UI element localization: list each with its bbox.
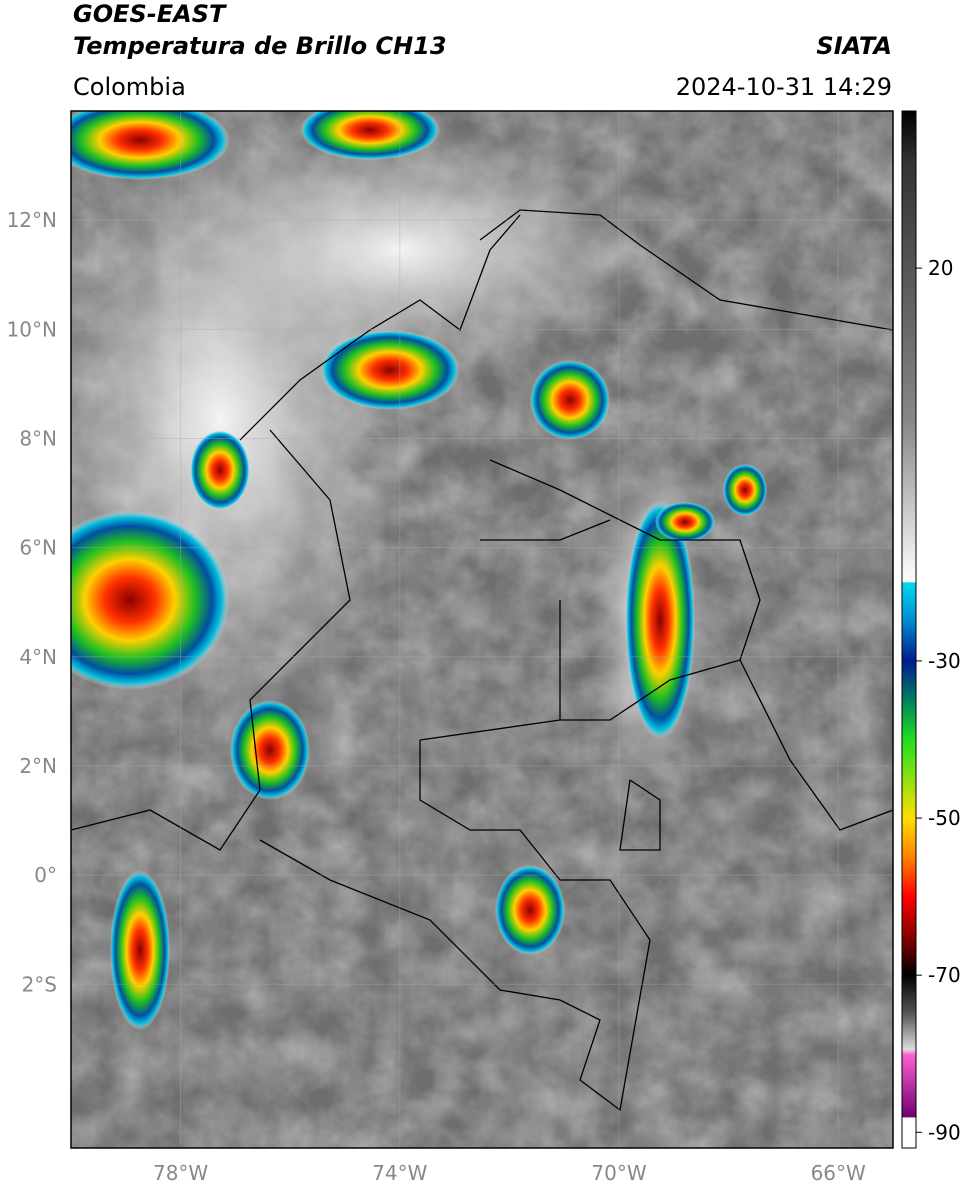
map-frame — [70, 110, 894, 1149]
y-tick-label: 10°N — [7, 317, 57, 341]
datetime: 2024-10-31 14:29 — [676, 73, 892, 101]
product: Temperatura de Brillo CH13 — [73, 32, 447, 60]
storm — [495, 865, 565, 955]
y-tick-label: 4°N — [19, 645, 57, 669]
source: SIATA — [816, 32, 892, 60]
storm — [110, 870, 170, 1030]
storm — [655, 502, 715, 542]
x-tick-label: 70°W — [591, 1161, 646, 1185]
colorbar — [901, 110, 917, 1149]
storm — [625, 500, 695, 740]
cloud — [140, 120, 660, 380]
y-tick-label: 6°N — [19, 536, 57, 560]
x-tick-label: 66°W — [811, 1161, 866, 1185]
storm — [530, 360, 610, 440]
y-tick-label: 12°N — [7, 208, 57, 232]
colorbar-tick-label: -70 — [928, 963, 961, 987]
borders — [71, 209, 893, 1112]
colorbar-tick-label: -30 — [928, 649, 961, 673]
graticule — [71, 111, 893, 1148]
y-tick-label: 8°N — [19, 426, 57, 450]
colorbar-tick-label: 20 — [928, 256, 953, 280]
map-image — [71, 111, 893, 1148]
y-tick-label: 0° — [34, 863, 57, 887]
storm — [723, 464, 767, 516]
region: Colombia — [73, 73, 186, 101]
storm — [300, 111, 440, 160]
y-tick-label: 2°N — [19, 754, 57, 778]
y-tick-label: 2°S — [22, 972, 57, 996]
storm — [71, 510, 230, 690]
storm — [320, 330, 460, 410]
x-tick-label: 74°W — [372, 1161, 427, 1185]
storm — [71, 111, 230, 180]
colorbar-tick-label: -90 — [928, 1120, 961, 1144]
colorbar-tick-label: -50 — [928, 806, 961, 830]
storm — [190, 430, 250, 510]
x-tick-label: 78°W — [153, 1161, 208, 1185]
storm — [230, 700, 310, 800]
satellite: GOES-EAST — [73, 0, 227, 28]
